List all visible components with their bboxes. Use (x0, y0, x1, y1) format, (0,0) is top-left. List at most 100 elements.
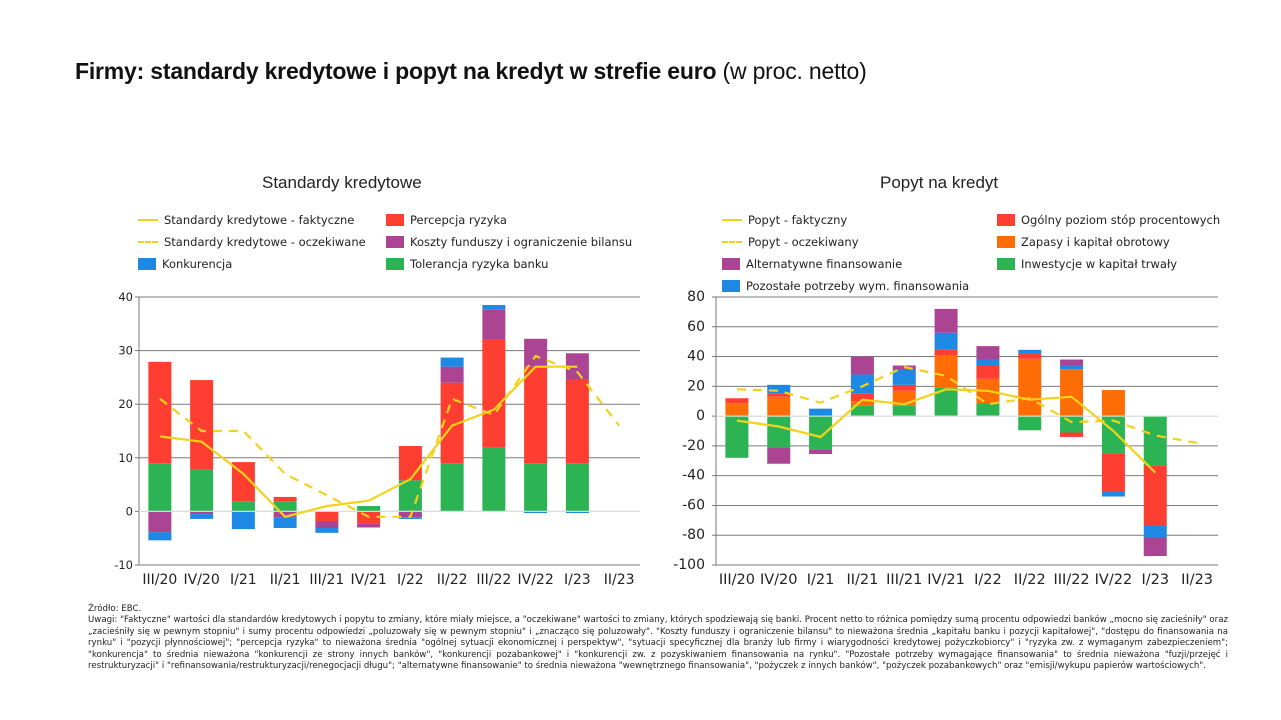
bar-segment-purple (850, 356, 874, 375)
x-tick-label: III/20 (719, 572, 755, 588)
bar-segment-green (1101, 416, 1125, 454)
bar-segment-red (1143, 465, 1167, 526)
x-tick-label: II/21 (846, 572, 878, 588)
x-tick-label: I/23 (564, 572, 591, 588)
bar-segment-red (1018, 353, 1042, 359)
bar-segment-red (315, 511, 339, 522)
bar-segment-purple (934, 308, 958, 333)
legend-label: Popyt - oczekiwany (748, 235, 859, 249)
legend-line-icon (722, 219, 742, 221)
bar-segment-blue (190, 514, 214, 519)
bar-segment-red (273, 496, 297, 502)
legend-item: Inwestycje w kapitał trwały (997, 256, 1177, 272)
legend-swatch-blue (722, 280, 740, 292)
x-tick-label: II/22 (1014, 572, 1046, 588)
chart-title-popyt: Popyt na kredyt (880, 173, 999, 192)
y-tick-label: 0 (696, 408, 705, 424)
legend-swatch-green (997, 258, 1015, 270)
y-tick-label: -60 (682, 497, 705, 513)
bar-segment-green (190, 469, 214, 512)
title-main: Firmy: standardy kredytowe i popyt na kr… (75, 58, 717, 84)
bar-segment-red (148, 361, 172, 464)
x-tick-label: IV/20 (184, 572, 220, 588)
legend-swatch-purple (722, 258, 740, 270)
bar-segment-purple (809, 449, 833, 455)
bar-segment-orange (1060, 369, 1084, 417)
line-expected (159, 354, 620, 518)
legend-label: Tolerancja ryzyka banku (410, 257, 549, 271)
bar-segment-green (273, 501, 297, 512)
bar-segment-blue (934, 332, 958, 350)
bar-segment-green (231, 501, 255, 512)
bar-segment-green (565, 463, 589, 512)
x-tick-label: IV/22 (1095, 572, 1133, 588)
x-tick-label: IV/20 (760, 572, 798, 588)
bar-segment-blue (482, 305, 506, 310)
legend-swatch-red (997, 214, 1015, 226)
bar-segment-blue (524, 511, 548, 514)
legend-swatch-blue (138, 258, 156, 270)
bar-segment-purple (273, 511, 297, 518)
bar-segment-blue (148, 532, 172, 541)
legend-label: Ogólny poziom stóp procentowych (1021, 213, 1221, 227)
bar-segment-blue (1060, 365, 1084, 370)
footnotes: Źródło: EBC. Uwagi: "Faktyczne" wartości… (88, 604, 1228, 672)
x-tick-label: III/22 (1053, 572, 1089, 588)
y-tick-label: 80 (687, 289, 705, 305)
x-tick-label: II/23 (1181, 572, 1213, 588)
legend-dashed-line-icon (722, 241, 742, 243)
y-tick-label: -20 (682, 438, 705, 454)
bar-segment-green (934, 387, 958, 417)
bar-segment-red (1060, 432, 1084, 437)
y-tick-label: 20 (118, 397, 133, 411)
x-tick-label: I/21 (230, 572, 257, 588)
x-tick-label: III/21 (886, 572, 922, 588)
bar-segment-red (1101, 453, 1125, 493)
legend-item: Ogólny poziom stóp procentowych (997, 212, 1220, 228)
legend-label: Pozostałe potrzeby wym. finansowania (746, 279, 970, 293)
x-tick-label: II/21 (270, 572, 301, 588)
line-actual (159, 365, 578, 518)
legend-label: Konkurencja (162, 257, 233, 271)
x-tick-label: III/21 (309, 572, 344, 588)
bar-segment-green (1018, 416, 1042, 431)
bar-segment-blue (1018, 349, 1042, 354)
legend-item: Tolerancja ryzyka banku (386, 256, 548, 272)
legend-swatch-green (386, 258, 404, 270)
x-tick-label: III/20 (142, 572, 177, 588)
bar-segment-green (767, 416, 791, 448)
bar-segment-orange (767, 396, 791, 417)
y-tick-label: 40 (118, 290, 133, 304)
legend-label: Inwestycje w kapitał trwały (1021, 257, 1178, 271)
source-note: Źródło: EBC. (88, 604, 142, 614)
legend-line-icon (138, 219, 158, 221)
legend-dashed-line-icon (138, 241, 158, 243)
legend-swatch-orange (997, 236, 1015, 248)
legend-item: Zapasy i kapitał obrotowy (997, 234, 1170, 250)
x-tick-label: I/22 (974, 572, 1002, 588)
bar-segment-blue (565, 511, 589, 514)
page-title: Firmy: standardy kredytowe i popyt na kr… (75, 58, 867, 85)
bar-segment-red (482, 339, 506, 448)
legend-swatch-purple (386, 236, 404, 248)
bar-segment-purple (892, 365, 916, 370)
legend-label: Zapasy i kapitał obrotowy (1021, 235, 1170, 249)
x-tick-label: I/23 (1141, 572, 1169, 588)
bar-segment-blue (850, 374, 874, 394)
chart-title-standardy: Standardy kredytowe (262, 173, 422, 192)
bar-segment-red (934, 349, 958, 356)
y-tick-label: -80 (682, 527, 705, 543)
bar-segment-green (892, 405, 916, 417)
legend-item: Standardy kredytowe - faktyczne (138, 212, 354, 228)
bar-segment-blue (1143, 525, 1167, 538)
y-tick-label: 0 (126, 504, 133, 518)
y-tick-label: 20 (687, 378, 705, 394)
line-actual (736, 388, 1157, 474)
bar-segment-green (482, 447, 506, 512)
bar-segment-green (440, 463, 464, 512)
bar-segment-orange (976, 378, 1000, 404)
bar-segment-blue (315, 528, 339, 533)
bar-segment-orange (1018, 358, 1042, 417)
bar-segment-red (524, 366, 548, 464)
legend-item: Standardy kredytowe - oczekiwane (138, 234, 366, 250)
